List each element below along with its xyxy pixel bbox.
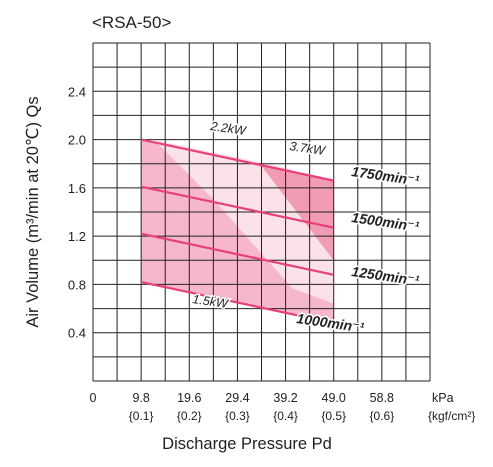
- power-region-label: 2.2kW: [209, 119, 248, 138]
- x-axis-label: Discharge Pressure Pd: [162, 435, 332, 453]
- x-tick-label: 0: [90, 391, 97, 405]
- series-line-1: [140, 138, 334, 182]
- x-tick-label-alt: {0.6}: [370, 409, 395, 423]
- y-tick-label: 1.6: [68, 181, 86, 196]
- y-tick-label: 2.4: [68, 84, 86, 99]
- series-label: 1750min⁻¹: [351, 163, 421, 188]
- series-label: 1000min⁻¹: [296, 310, 366, 335]
- x-tick-label-alt: {0.2}: [177, 409, 202, 423]
- y-tick-label: 0.8: [68, 277, 86, 292]
- series-line-2: [140, 185, 334, 229]
- power-region-label: 1.5kW: [192, 292, 230, 311]
- y-tick-label: 0.4: [68, 326, 86, 341]
- chart-title: <RSA-50>: [92, 13, 171, 32]
- y-tick-label: 2.0: [68, 133, 86, 148]
- y-tick-label: 1.2: [68, 229, 86, 244]
- x-tick-label: 39.2: [273, 391, 297, 405]
- series-line-4: [140, 280, 334, 325]
- series-label: 1500min⁻¹: [351, 209, 421, 234]
- x-tick-label-alt: {0.3}: [225, 409, 250, 423]
- x-unit-alt-label: {kgf/cm²}: [428, 409, 475, 423]
- x-tick-label: 49.0: [322, 391, 346, 405]
- x-tick-label: 19.6: [177, 391, 201, 405]
- x-tick-label: 9.8: [132, 391, 149, 405]
- x-tick-label-alt: {0.1}: [129, 409, 154, 423]
- x-tick-label: 58.8: [370, 391, 394, 405]
- power-region-label: 3.7kW: [289, 139, 327, 158]
- x-tick-label-alt: {0.5}: [321, 409, 346, 423]
- y-axis-label: Air Volume (m³/min at 20℃) Qs: [24, 96, 42, 327]
- series-line-3: [140, 232, 334, 276]
- x-tick-label: 29.4: [225, 391, 249, 405]
- x-tick-label-alt: {0.4}: [273, 409, 298, 423]
- x-unit-label: kPa: [432, 391, 454, 405]
